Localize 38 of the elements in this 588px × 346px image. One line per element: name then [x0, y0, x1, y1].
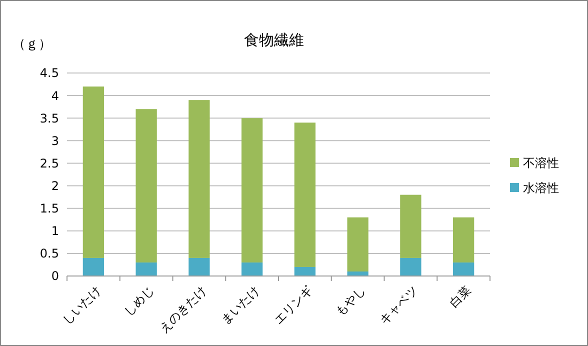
x-tick-label: もやし [332, 283, 368, 319]
bar [188, 258, 210, 276]
x-tick-label: まいたけ [218, 283, 262, 328]
legend-label: 水溶性 [523, 181, 559, 196]
bar [400, 194, 422, 258]
y-tick-label: 1 [51, 224, 59, 238]
x-tick-label: 白菜 [446, 283, 474, 310]
x-tick-label: しいたけ [60, 283, 104, 328]
x-tick-label: エリンギ [271, 283, 316, 328]
y-axis-title: （ｇ） [12, 37, 52, 52]
bar [82, 258, 104, 276]
chart-title: 食物繊維 [244, 31, 304, 49]
bar [347, 271, 368, 276]
y-tick-label: 3 [51, 134, 59, 148]
y-tick-label: 1.5 [40, 202, 59, 216]
bar [136, 262, 157, 276]
y-tick-label: 0.5 [40, 246, 59, 261]
y-tick-label: 4 [51, 88, 59, 103]
legend-label: 不溶性 [523, 156, 559, 170]
bar [241, 262, 263, 276]
x-tick-label: キャベツ [376, 283, 421, 328]
x-tick-label: しめじ [121, 283, 156, 319]
y-tick-label: 4.5 [40, 66, 59, 80]
bar [294, 122, 316, 267]
bar [294, 266, 316, 276]
y-tick-label: 3.5 [40, 111, 59, 126]
bar [400, 258, 422, 276]
x-tick-label: えのきたけ [156, 283, 210, 336]
bar [188, 100, 210, 258]
bar [82, 86, 104, 258]
bar [347, 217, 368, 272]
bar [136, 109, 157, 262]
bar [452, 262, 474, 276]
bar [452, 217, 474, 262]
y-tick-label: 2.5 [40, 156, 59, 170]
bar [241, 118, 263, 262]
y-tick-label: 0 [51, 269, 59, 284]
y-tick-label: 2 [51, 178, 59, 193]
